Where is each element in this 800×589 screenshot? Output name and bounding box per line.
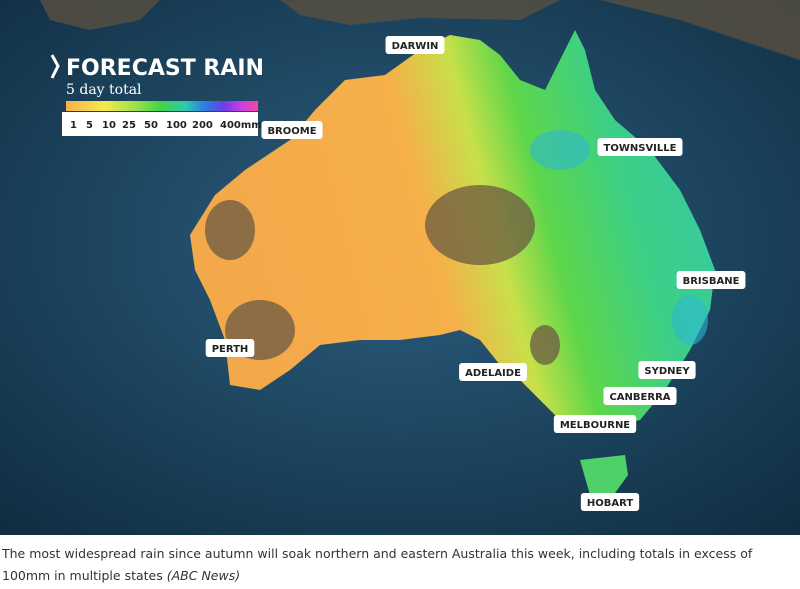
city-name: PERTH (212, 344, 249, 355)
legend-label: 400mm (220, 120, 262, 131)
subtitle: 5 day total (66, 82, 142, 98)
legend-label: 50 (144, 120, 158, 131)
heavy-rain (530, 130, 708, 345)
legend-scale (66, 101, 258, 111)
city-box (205, 339, 255, 357)
city-name: CANBERRA (609, 392, 670, 403)
city-label: CANBERRA (603, 387, 677, 405)
city-label: PERTH (205, 339, 255, 357)
legend: 1 5 10 25 50 100 200 400mm (70, 120, 262, 131)
legend-label: 200 (192, 120, 213, 131)
legend-label: 100 (166, 120, 187, 131)
city-name: DARWIN (392, 41, 439, 52)
legend-label: 5 (86, 120, 93, 131)
city-label: SYDNEY (638, 361, 696, 379)
caption-source: (ABC News) (166, 568, 241, 583)
title: FORECAST RAIN (66, 56, 264, 81)
caption: The most widespread rain since autumn wi… (0, 535, 800, 587)
city-name: MELBOURNE (560, 420, 630, 431)
legend-box (62, 112, 258, 136)
city-box (638, 361, 696, 379)
city-label: BROOME (261, 121, 323, 139)
city-box (553, 415, 637, 433)
title-mark (50, 54, 60, 79)
city-label: BRISBANE (676, 271, 746, 289)
city-box (676, 271, 746, 289)
city-box (580, 493, 640, 511)
city-labels: DARWIN BROOME TOWNSVILLE BRISBANE PERTH ADELA… (205, 36, 746, 511)
city-box (261, 121, 323, 139)
city-box (603, 387, 677, 405)
city-label: DARWIN (385, 36, 445, 54)
islands (40, 0, 800, 60)
city-label: HOBART (580, 493, 640, 511)
city-label: TOWNSVILLE (597, 138, 683, 156)
city-box (597, 138, 683, 156)
city-label: MELBOURNE (553, 415, 637, 433)
city-name: BRISBANE (683, 276, 740, 287)
city-name: TOWNSVILLE (604, 143, 677, 154)
map: FORECAST RAIN 5 day total 1 5 10 25 50 100 200… (0, 0, 800, 535)
caption-text: The most widespread rain since autumn wi… (2, 546, 753, 583)
city-name: BROOME (267, 126, 316, 137)
city-name: ADELAIDE (465, 368, 521, 379)
legend-label: 25 (122, 120, 136, 131)
city-box (385, 36, 445, 54)
city-label: ADELAIDE (459, 363, 527, 381)
city-name: HOBART (587, 498, 633, 509)
legend-label: 1 (70, 120, 77, 131)
city-name: SYDNEY (644, 366, 690, 377)
tasmania (580, 455, 628, 500)
legend-label: 10 (102, 120, 116, 131)
city-box (459, 363, 527, 381)
